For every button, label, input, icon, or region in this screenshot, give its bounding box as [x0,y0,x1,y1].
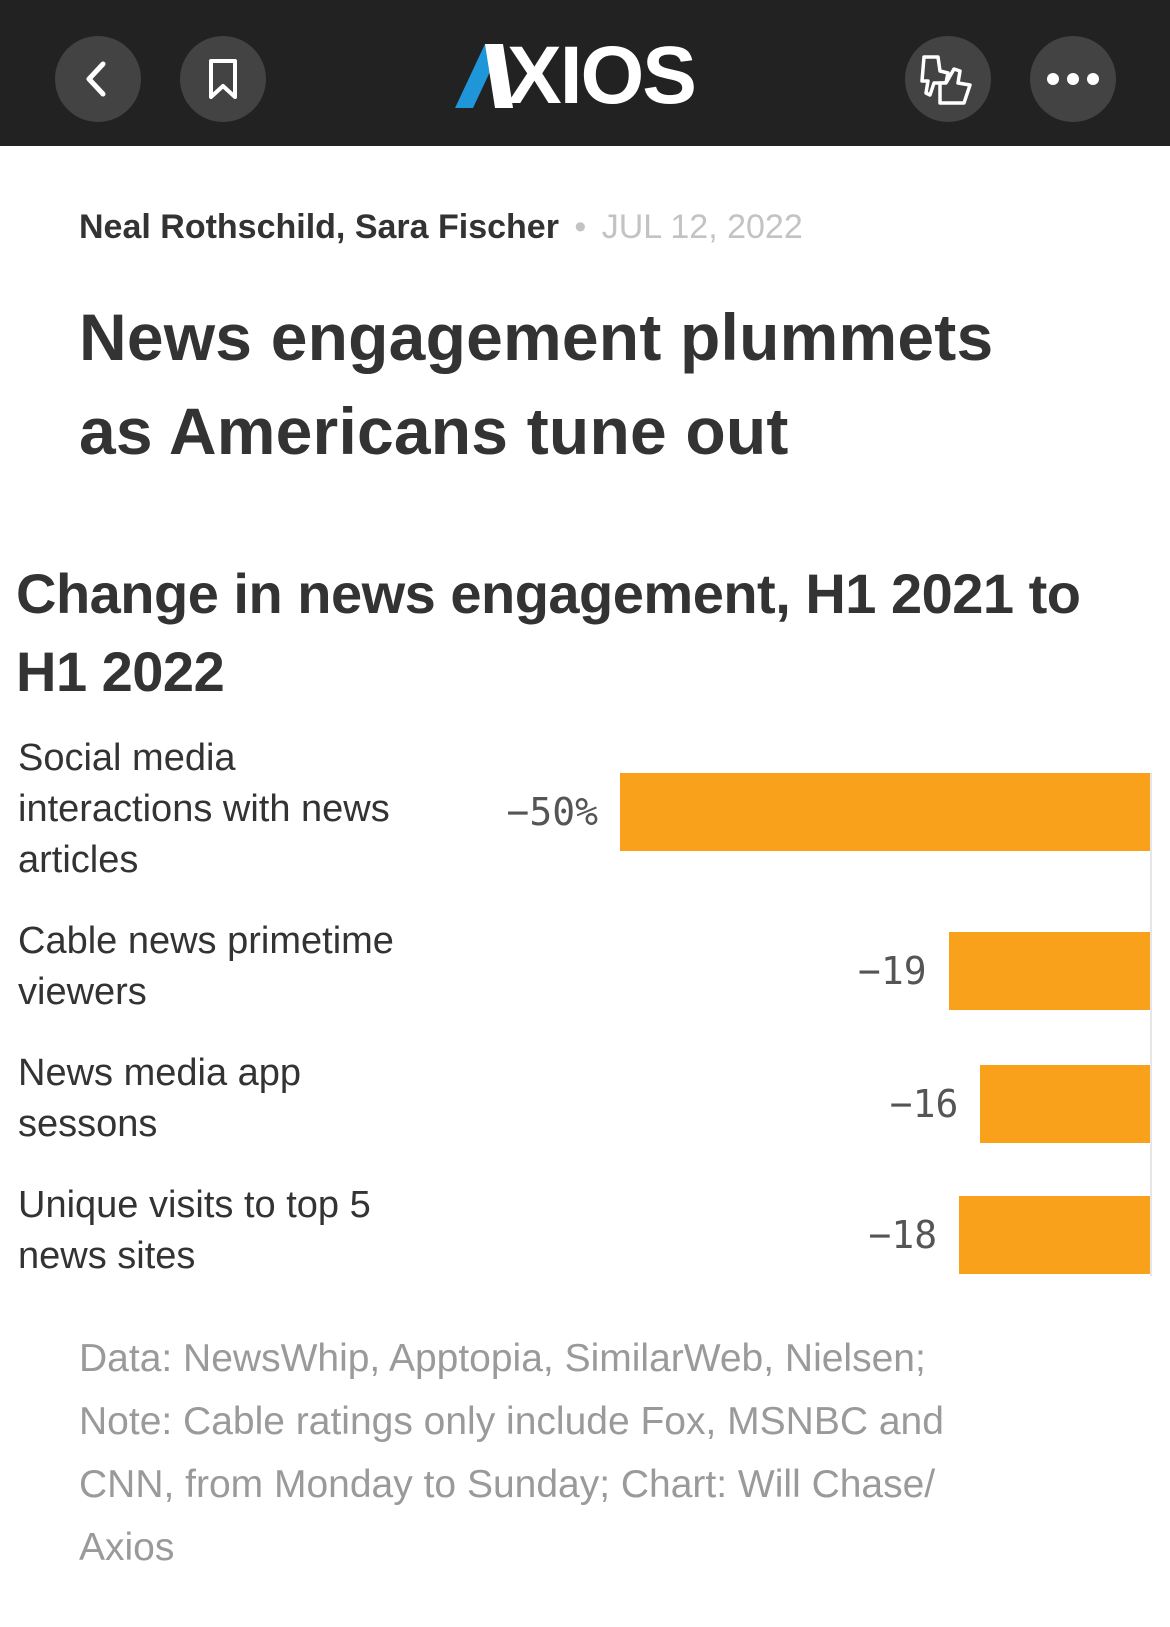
bar-cable-news [948,932,1150,1010]
axios-logo-mark [455,44,513,108]
article-headline: News engagement plummets as Americans tu… [79,290,1139,478]
article-byline: Neal Rothschild, Sara Fischer • JUL 12, … [79,203,803,251]
article-authors[interactable]: Neal Rothschild, Sara Fischer [79,208,559,246]
top-navigation-bar: XIOS [0,0,1170,146]
bar-value-label: −18 [868,1213,938,1257]
byline-separator: • [574,208,587,246]
more-dots-icon [1047,73,1099,85]
more-button[interactable] [1030,36,1116,122]
reactions-button[interactable] [905,36,991,122]
bar-category-label: Cable news primetime viewers [18,920,394,1013]
headline-line-2: as Americans tune out [79,394,789,468]
chevron-left-icon [86,61,106,97]
logo-wordmark: XIOS [507,30,697,121]
bar-unique-visits [959,1196,1150,1274]
bar-value-label: −16 [889,1082,959,1126]
bar-category-label: News media app sessons [18,1052,302,1145]
bar-value-label: −19 [857,949,927,993]
back-button[interactable] [55,36,141,122]
article-date: JUL 12, 2022 [601,208,803,246]
headline-line-1: News engagement plummets [79,300,994,374]
chart-footnote: Data: NewsWhip, Apptopia, SimilarWeb, Ni… [79,1337,944,1569]
bar-category-label: Social media interactions with news arti… [18,737,390,881]
bookmark-icon [209,59,237,99]
bar-category-label: Unique visits to top 5 news sites [18,1184,371,1277]
chart-title: Change in news engagement, H1 2021 to H1… [16,562,1081,703]
bar-news-apps [980,1065,1150,1143]
axios-logo: XIOS [455,30,715,121]
bar-value-label: −50% [506,790,598,834]
zero-axis-line [1150,773,1152,1276]
bookmark-button[interactable] [180,36,266,122]
bar-social-media [620,773,1150,851]
thumbs-reaction-icon [920,55,972,105]
